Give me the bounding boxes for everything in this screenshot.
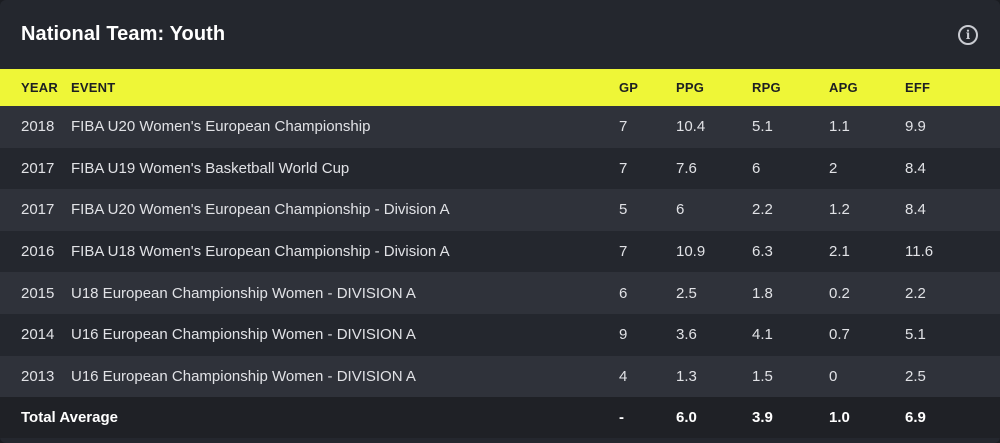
total-average-label: Total Average [21, 409, 118, 427]
cell-gp: 7 [619, 159, 628, 177]
cell-ppg: 10.4 [676, 118, 706, 136]
cell-ppg: 10.9 [676, 243, 706, 261]
cell-rpg: 4.1 [752, 326, 773, 344]
cell-gp: 7 [619, 118, 628, 136]
column-header-apg[interactable]: APG [829, 80, 858, 95]
cell-apg: 0.7 [829, 326, 850, 344]
total-apg: 1.0 [829, 409, 850, 427]
cell-year: 2018 [21, 118, 55, 136]
panel-header: National Team: Youth i [0, 0, 1000, 69]
cell-rpg: 6 [752, 159, 761, 177]
total-eff: 6.9 [905, 409, 926, 427]
cell-apg: 1.1 [829, 118, 850, 136]
column-header-gp[interactable]: GP [619, 80, 639, 95]
cell-eff: 9.9 [905, 118, 926, 136]
table-header: YEAR EVENT GP PPG RPG APG EFF [0, 69, 1000, 106]
cell-eff: 5.1 [905, 326, 926, 344]
cell-apg: 2.1 [829, 243, 850, 261]
cell-ppg: 6 [676, 201, 685, 219]
cell-year: 2013 [21, 367, 55, 385]
column-header-eff[interactable]: EFF [905, 80, 931, 95]
cell-apg: 2 [829, 159, 838, 177]
table-row: 2016 FIBA U18 Women's European Champions… [0, 230, 1000, 273]
column-header-year[interactable]: YEAR [21, 80, 58, 95]
table-row: 2017 FIBA U20 Women's European Champions… [0, 189, 1000, 231]
cell-ppg: 7.6 [676, 159, 697, 177]
cell-apg: 1.2 [829, 201, 850, 219]
cell-apg: 0 [829, 367, 838, 385]
cell-event: FIBA U19 Women's Basketball World Cup [71, 159, 350, 177]
table-footer: Total Average - 6.0 3.9 1.0 6.9 [0, 397, 1000, 439]
cell-event: U16 European Championship Women - DIVISI… [71, 326, 416, 344]
total-rpg: 3.9 [752, 409, 773, 427]
cell-gp: 9 [619, 326, 628, 344]
cell-rpg: 2.2 [752, 201, 773, 219]
table-row: 2014 U16 European Championship Women - D… [0, 313, 1000, 356]
total-ppg: 6.0 [676, 409, 697, 427]
cell-eff: 8.4 [905, 201, 926, 219]
cell-event: FIBA U20 Women's European Championship [71, 118, 371, 136]
cell-year: 2016 [21, 243, 55, 261]
cell-gp: 4 [619, 367, 628, 385]
cell-event: FIBA U20 Women's European Championship -… [71, 201, 450, 219]
cell-rpg: 1.5 [752, 367, 773, 385]
table-body: 2018 FIBA U20 Women's European Champions… [0, 106, 1000, 398]
table-row: 2018 FIBA U20 Women's European Champions… [0, 106, 1000, 148]
info-icon[interactable]: i [958, 24, 978, 45]
column-header-ppg[interactable]: PPG [676, 80, 705, 95]
column-header-rpg[interactable]: RPG [752, 80, 781, 95]
cell-year: 2017 [21, 159, 55, 177]
cell-gp: 6 [619, 284, 628, 302]
stats-table: YEAR EVENT GP PPG RPG APG EFF 2018 FIBA … [0, 69, 1000, 439]
cell-ppg: 3.6 [676, 326, 697, 344]
cell-eff: 2.2 [905, 284, 926, 302]
cell-year: 2014 [21, 326, 55, 344]
cell-event: U18 European Championship Women - DIVISI… [71, 284, 416, 302]
cell-event: U16 European Championship Women - DIVISI… [71, 367, 416, 385]
panel-title: National Team: Youth [21, 23, 226, 45]
total-average-row: Total Average - 6.0 3.9 1.0 6.9 [0, 397, 1000, 439]
table-row: 2015 U18 European Championship Women - D… [0, 272, 1000, 314]
cell-event: FIBA U18 Women's European Championship -… [71, 243, 450, 261]
table-header-row: YEAR EVENT GP PPG RPG APG EFF [0, 69, 1000, 106]
cell-ppg: 2.5 [676, 284, 697, 302]
table-row: 2017 FIBA U19 Women's Basketball World C… [0, 147, 1000, 190]
table-row: 2013 U16 European Championship Women - D… [0, 355, 1000, 398]
cell-rpg: 1.8 [752, 284, 773, 302]
cell-rpg: 5.1 [752, 118, 773, 136]
cell-ppg: 1.3 [676, 367, 697, 385]
cell-gp: 5 [619, 201, 628, 219]
cell-eff: 11.6 [905, 243, 934, 261]
cell-apg: 0.2 [829, 284, 850, 302]
total-gp: - [619, 409, 624, 427]
cell-rpg: 6.3 [752, 243, 773, 261]
cell-eff: 8.4 [905, 159, 926, 177]
cell-year: 2017 [21, 201, 55, 219]
cell-eff: 2.5 [905, 367, 926, 385]
cell-year: 2015 [21, 284, 55, 302]
column-header-event[interactable]: EVENT [71, 80, 116, 95]
cell-gp: 7 [619, 243, 628, 261]
